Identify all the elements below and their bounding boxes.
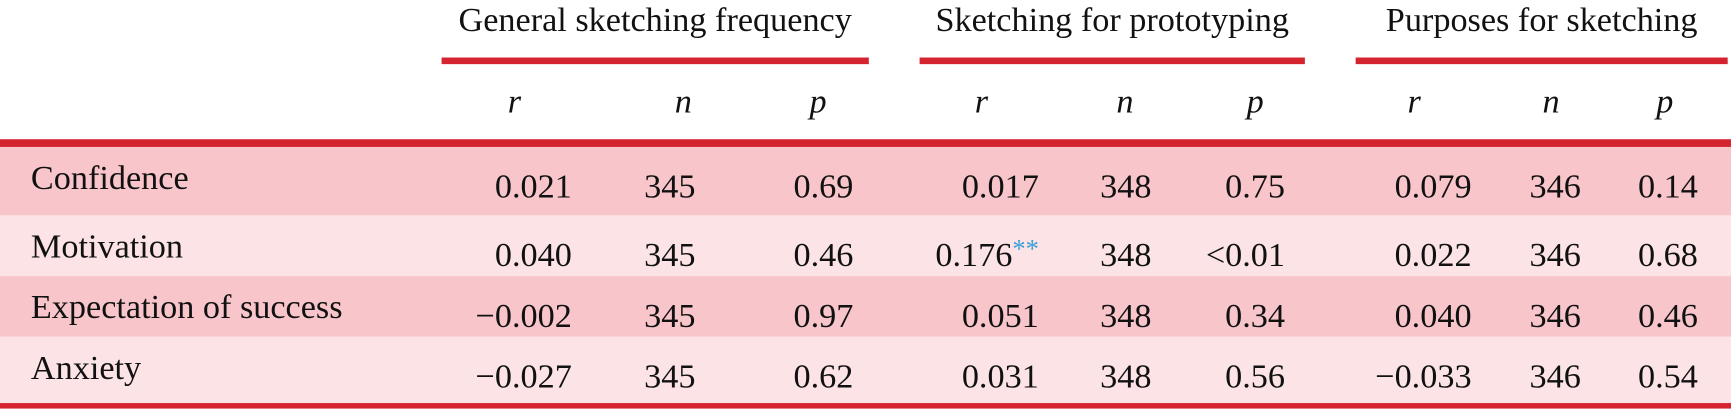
cell: 0.176**: [935, 233, 1038, 274]
cell: 0.021: [495, 169, 572, 206]
cell: 0.040: [1395, 298, 1472, 335]
cell: 348: [1100, 298, 1151, 335]
significance-mark: **: [1012, 233, 1038, 263]
row-band: [0, 336, 1731, 404]
row-band: [0, 146, 1731, 216]
cell: 0.75: [1225, 169, 1285, 206]
column-header: r: [975, 84, 989, 121]
cell: 0.040: [495, 237, 572, 274]
group-header: General sketching frequency: [459, 2, 852, 39]
bottom-rule: [0, 403, 1731, 409]
column-header: n: [675, 84, 692, 121]
cell: 0.46: [793, 237, 853, 274]
column-header: r: [508, 84, 522, 121]
cell: 345: [644, 298, 695, 335]
cell: 0.34: [1225, 298, 1285, 335]
cell: 0.54: [1638, 359, 1698, 396]
column-header: p: [1245, 84, 1264, 121]
cell: 0.031: [962, 359, 1039, 396]
group-rule: [441, 57, 869, 65]
cell: 346: [1530, 237, 1581, 274]
cell: 0.68: [1638, 237, 1698, 274]
cell: −0.033: [1375, 359, 1471, 396]
column-header: p: [1654, 84, 1673, 121]
group-rule: [919, 57, 1305, 65]
cell: 345: [644, 169, 695, 206]
cell: <0.01: [1206, 237, 1285, 274]
column-header: n: [1116, 84, 1133, 121]
cell: 0.051: [962, 298, 1039, 335]
column-header: p: [807, 84, 826, 121]
row-band: [0, 276, 1731, 337]
cell: 0.46: [1638, 298, 1698, 335]
cell: 346: [1530, 169, 1581, 206]
cell: 0.62: [793, 359, 853, 396]
row-label: Confidence: [31, 160, 189, 197]
cell: 0.022: [1395, 237, 1472, 274]
cell: 346: [1530, 359, 1581, 396]
cell: 345: [644, 359, 695, 396]
cell: 345: [644, 237, 695, 274]
group-header: Purposes for sketching: [1386, 2, 1698, 39]
cell: 0.69: [793, 169, 853, 206]
column-header: r: [1408, 84, 1422, 121]
cell: 348: [1100, 359, 1151, 396]
cell: 348: [1100, 237, 1151, 274]
group-rule: [1355, 57, 1728, 65]
row-label: Expectation of success: [31, 289, 343, 326]
cell: 0.56: [1225, 359, 1285, 396]
cell: 348: [1100, 169, 1151, 206]
row-band: [0, 215, 1731, 277]
column-header: n: [1543, 84, 1560, 121]
header-rule: [0, 139, 1731, 147]
cell: 346: [1530, 298, 1581, 335]
row-label: Motivation: [31, 228, 183, 265]
cell: 0.079: [1395, 169, 1472, 206]
cell: 0.97: [793, 298, 853, 335]
cell: 0.017: [962, 169, 1039, 206]
group-header: Sketching for prototyping: [935, 2, 1289, 39]
cell: −0.027: [476, 359, 572, 396]
cell: −0.002: [476, 298, 572, 335]
cell: 0.14: [1638, 169, 1698, 206]
row-label: Anxiety: [31, 350, 141, 387]
cell-value: 0.176: [935, 237, 1012, 274]
